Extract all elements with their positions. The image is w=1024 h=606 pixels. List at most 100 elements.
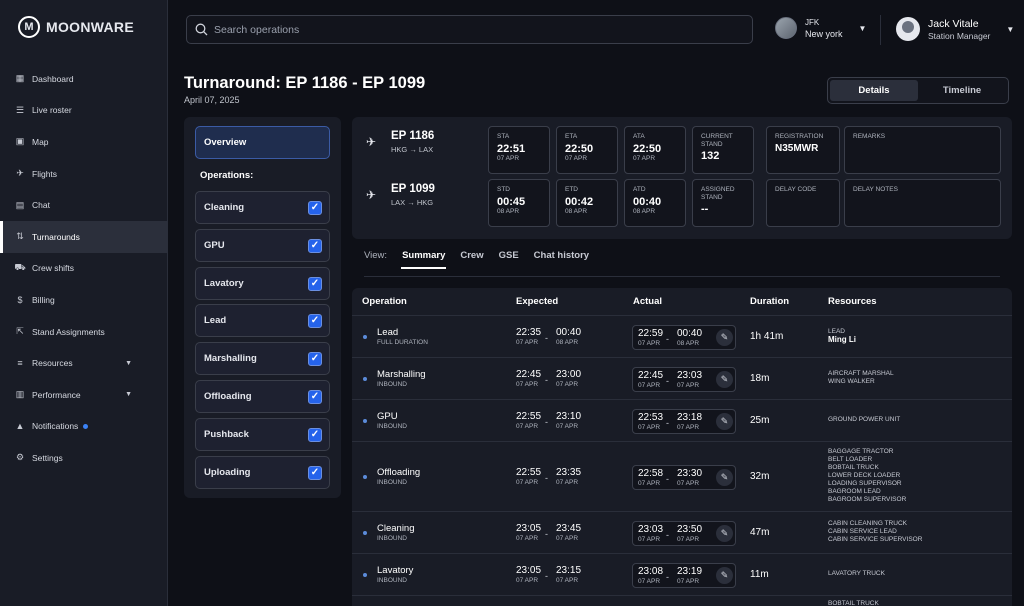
checkbox-checked-icon[interactable]: ✓: [308, 390, 322, 404]
operation-scope: INBOUND: [377, 577, 407, 584]
search-input[interactable]: [214, 23, 714, 36]
table-row[interactable]: Lavatory INBOUND 23:05 07 APR - 23:15 07…: [352, 554, 1012, 596]
actual-start: 23:08: [638, 566, 664, 577]
atd-date: 08 APR: [633, 208, 656, 215]
expected-start: 22:55: [516, 411, 542, 422]
edit-pencil-icon[interactable]: ✎: [716, 329, 733, 346]
operation-item-pushback[interactable]: Pushback ✓: [195, 417, 330, 451]
expected-end-date: 07 APR: [556, 535, 579, 542]
edit-pencil-icon[interactable]: ✎: [716, 371, 733, 388]
expected-end: 23:10: [556, 411, 582, 422]
actual-end: 23:30: [677, 468, 703, 479]
expected-end-date: 07 APR: [556, 479, 579, 486]
sidebar-item-live-roster[interactable]: ☰ Live roster: [0, 95, 168, 127]
checkbox-checked-icon[interactable]: ✓: [308, 427, 322, 442]
checkbox-checked-icon[interactable]: ✓: [308, 201, 322, 215]
table-row[interactable]: GPU INBOUND 22:55 07 APR - 23:10 07 APR …: [352, 400, 1012, 442]
actual-time-field[interactable]: 22:53 07 APR - 23:18 07 APR ✎: [632, 409, 736, 434]
range-dash: -: [666, 474, 669, 484]
delay-code-box[interactable]: DELAY CODE: [766, 179, 840, 227]
operation-item-uploading[interactable]: Uploading ✓: [195, 455, 330, 489]
actual-end: 23:19: [677, 566, 703, 577]
col-resources: Resources: [828, 296, 877, 307]
edit-pencil-icon[interactable]: ✎: [716, 567, 733, 584]
sidebar-item-map[interactable]: ▣ Map: [0, 126, 168, 158]
table-row[interactable]: BOBTAIL TRUCK: [352, 596, 1012, 606]
user-menu[interactable]: Jack Vitale Station Manager ▼: [896, 17, 1014, 41]
current-stand-value: 132: [701, 150, 720, 162]
actual-time-field[interactable]: 23:03 07 APR - 23:50 07 APR ✎: [632, 521, 736, 546]
sidebar-item-billing[interactable]: $ Billing: [0, 284, 168, 316]
table-row[interactable]: Marshalling INBOUND 22:45 07 APR - 23:00…: [352, 358, 1012, 400]
sidebar-item-resources[interactable]: ≡ Resources ▼: [0, 347, 168, 379]
expected-end: 23:00: [556, 369, 582, 380]
duration: 25m: [750, 415, 770, 426]
details-tab[interactable]: Details: [830, 80, 918, 101]
sidebar-item-performance[interactable]: ▥ Performance ▼: [0, 379, 168, 411]
checkbox-checked-icon[interactable]: ✓: [308, 352, 322, 367]
brand-logo[interactable]: M MOONWARE: [18, 16, 134, 38]
search-icon: [195, 23, 208, 36]
operation-item-marshalling[interactable]: Marshalling ✓: [195, 342, 330, 376]
table-row[interactable]: Cleaning INBOUND 23:05 07 APR - 23:45 07…: [352, 512, 1012, 554]
operation-item-offloading[interactable]: Offloading ✓: [195, 380, 330, 413]
sidebar-item-notifications[interactable]: ▲ Notifications: [0, 411, 168, 443]
chevron-down-icon[interactable]: ▼: [125, 359, 132, 367]
actual-end-date: 07 APR: [677, 578, 700, 585]
tab-summary[interactable]: Summary: [401, 250, 447, 269]
checkbox-checked-icon[interactable]: ✓: [308, 465, 322, 480]
turnaround-icon: ⇅: [16, 231, 24, 242]
arrival-route: HKG → LAX: [391, 145, 434, 154]
checkbox-checked-icon[interactable]: ✓: [308, 314, 322, 329]
assigned-stand-label-2: STAND: [701, 194, 723, 201]
sidebar-item-turnarounds[interactable]: ⇅ Turnarounds: [0, 220, 168, 253]
std-date: 08 APR: [497, 208, 520, 215]
actual-time-field[interactable]: 22:58 07 APR - 23:30 07 APR ✎: [632, 465, 736, 490]
actual-start-date: 07 APR: [638, 480, 661, 487]
sidebar-item-dashboard[interactable]: ▦ Dashboard: [0, 63, 168, 95]
operation-item-gpu[interactable]: GPU ✓: [195, 228, 330, 262]
sidebar-item-chat[interactable]: ▤ Chat: [0, 189, 168, 221]
airport-selector[interactable]: JFK New york ▼: [775, 17, 866, 39]
delay-notes-box[interactable]: DELAY NOTES: [844, 179, 1001, 227]
operation-item-lavatory[interactable]: Lavatory ✓: [195, 266, 330, 300]
expected-start-date: 07 APR: [516, 479, 539, 486]
checkbox-checked-icon[interactable]: ✓: [308, 238, 322, 253]
operation-item-lead[interactable]: Lead ✓: [195, 304, 330, 338]
sta-time: 22:51: [497, 143, 526, 155]
actual-time-field[interactable]: 23:08 07 APR - 23:19 07 APR ✎: [632, 563, 736, 588]
chevron-down-icon[interactable]: ▼: [1006, 24, 1015, 34]
tab-chat-history[interactable]: Chat history: [533, 250, 590, 261]
edit-pencil-icon[interactable]: ✎: [716, 413, 733, 430]
chevron-down-icon[interactable]: ▼: [858, 23, 867, 33]
sidebar-item-label: Stand Assignments: [32, 326, 105, 337]
overview-button[interactable]: Overview: [195, 126, 330, 159]
tab-gse[interactable]: GSE: [498, 250, 519, 261]
remarks-box[interactable]: REMARKS: [844, 126, 1001, 174]
table-row[interactable]: Offloading INBOUND 22:55 07 APR - 23:35 …: [352, 442, 1012, 512]
sidebar-item-stand-assignments[interactable]: ⇱ Stand Assignments: [0, 316, 168, 348]
operation-name: Cleaning: [377, 523, 415, 534]
expected-start: 23:05: [516, 565, 542, 576]
range-dash: -: [545, 417, 548, 427]
sidebar-item-flights[interactable]: ✈ Flights: [0, 158, 168, 190]
range-dash: -: [666, 572, 669, 582]
tab-crew[interactable]: Crew: [460, 250, 484, 261]
sidebar-item-settings[interactable]: ⚙ Settings: [0, 442, 168, 474]
atd-time: 00:40: [633, 196, 662, 208]
operation-name: Marshalling: [377, 369, 426, 380]
range-dash: -: [666, 376, 669, 386]
search-bar[interactable]: [186, 15, 753, 44]
timeline-tab[interactable]: Timeline: [942, 85, 982, 96]
edit-pencil-icon[interactable]: ✎: [716, 525, 733, 542]
resource-item: LOADING SUPERVISOR: [828, 480, 902, 487]
actual-time-field[interactable]: 22:59 07 APR - 00:40 08 APR ✎: [632, 325, 736, 350]
actual-start-date: 07 APR: [638, 382, 661, 389]
sidebar-item-crew-shifts[interactable]: ⛟ Crew shifts: [0, 253, 168, 285]
checkbox-checked-icon[interactable]: ✓: [308, 276, 322, 291]
operation-item-cleaning[interactable]: Cleaning ✓: [195, 191, 330, 224]
chevron-down-icon[interactable]: ▼: [125, 391, 132, 399]
actual-time-field[interactable]: 22:45 07 APR - 23:03 07 APR ✎: [632, 367, 736, 392]
table-row[interactable]: Lead FULL DURATION 22:35 07 APR - 00:40 …: [352, 316, 1012, 358]
edit-pencil-icon[interactable]: ✎: [716, 469, 733, 486]
